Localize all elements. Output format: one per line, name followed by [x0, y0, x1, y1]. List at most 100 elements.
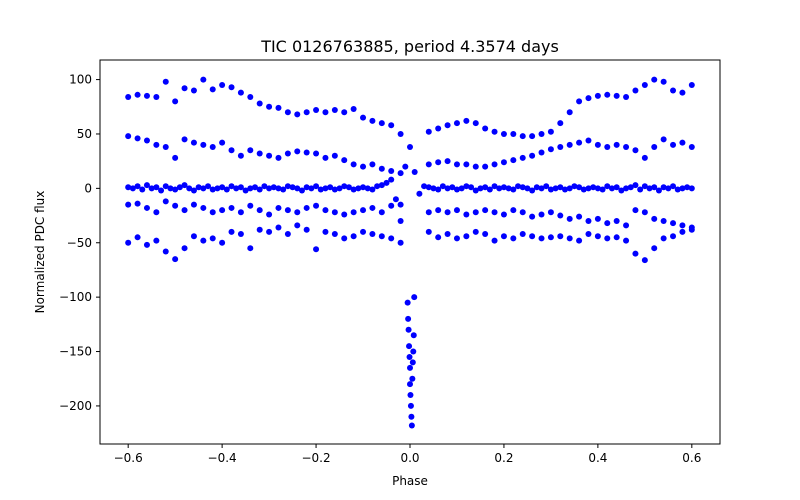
data-point: [623, 93, 630, 100]
data-point: [627, 184, 634, 191]
data-point: [247, 93, 254, 100]
data-point: [181, 245, 188, 252]
data-point: [679, 228, 686, 235]
data-point: [472, 187, 479, 194]
data-point: [538, 149, 545, 156]
data-point: [472, 228, 479, 235]
data-point: [303, 184, 310, 191]
data-point: [604, 91, 611, 98]
data-point: [500, 159, 507, 166]
data-point: [482, 125, 489, 132]
data-point: [341, 211, 348, 218]
data-point: [670, 183, 677, 190]
data-point: [181, 207, 188, 214]
data-point: [529, 152, 536, 159]
data-point: [670, 220, 677, 227]
x-tick-label: 0.6: [682, 451, 701, 465]
data-point: [406, 343, 413, 350]
data-point: [590, 184, 597, 191]
y-tick-label: 50: [77, 127, 92, 141]
data-point: [143, 92, 150, 99]
data-point: [378, 165, 385, 172]
data-point: [463, 211, 470, 218]
data-point: [566, 109, 573, 116]
data-point: [646, 185, 653, 192]
data-point: [491, 237, 498, 244]
data-point: [294, 185, 301, 192]
data-point: [397, 201, 404, 208]
data-point: [688, 226, 695, 233]
data-point: [585, 137, 592, 144]
data-point: [604, 183, 611, 190]
data-point: [472, 163, 479, 170]
data-point: [237, 152, 244, 159]
data-point: [543, 183, 550, 190]
data-point: [397, 239, 404, 246]
data-point: [237, 184, 244, 191]
data-point: [256, 150, 263, 157]
data-point: [576, 139, 583, 146]
data-point: [604, 144, 611, 151]
data-point: [410, 348, 417, 355]
data-point: [576, 184, 583, 191]
data-point: [585, 231, 592, 238]
data-point: [425, 128, 432, 135]
x-tick-label: 0.0: [400, 451, 419, 465]
data-point: [294, 209, 301, 216]
data-point: [515, 183, 522, 190]
data-point: [331, 107, 338, 114]
data-point: [256, 207, 263, 214]
data-point: [350, 161, 357, 168]
data-point: [266, 228, 273, 235]
data-point: [360, 184, 367, 191]
data-point: [529, 213, 536, 220]
data-point: [223, 186, 230, 193]
data-point: [425, 161, 432, 168]
data-point: [200, 204, 207, 211]
data-point: [482, 231, 489, 238]
data-point: [374, 183, 381, 190]
data-point: [444, 185, 451, 192]
data-point: [350, 209, 357, 216]
x-tick-label: 0.2: [494, 451, 513, 465]
data-point: [313, 107, 320, 114]
data-point: [228, 228, 235, 235]
data-point: [392, 196, 399, 203]
data-point: [585, 185, 592, 192]
data-point: [360, 207, 367, 214]
data-point: [214, 185, 221, 192]
data-point: [670, 233, 677, 240]
data-point: [623, 237, 630, 244]
data-point: [200, 76, 207, 83]
data-point: [284, 207, 291, 214]
data-point: [341, 109, 348, 116]
data-point: [247, 202, 254, 209]
data-point: [688, 82, 695, 89]
x-tick-label: −0.6: [114, 451, 143, 465]
data-point: [660, 218, 667, 224]
data-point: [134, 183, 141, 190]
data-point: [623, 185, 630, 192]
data-point: [449, 184, 456, 191]
data-point: [153, 93, 160, 100]
data-point: [491, 209, 498, 216]
data-point: [566, 215, 573, 222]
data-point: [228, 147, 235, 154]
data-point: [453, 120, 460, 127]
data-point: [529, 233, 536, 240]
data-point: [237, 231, 244, 238]
data-point: [186, 185, 193, 192]
data-point: [533, 184, 540, 191]
data-point: [510, 235, 517, 242]
data-point: [641, 82, 648, 89]
data-point: [345, 184, 352, 191]
data-point: [670, 141, 677, 148]
data-point: [453, 186, 460, 193]
data-point: [275, 154, 282, 161]
data-point: [378, 233, 385, 240]
data-point: [190, 87, 197, 94]
data-point: [275, 185, 282, 192]
data-point: [313, 202, 320, 209]
data-point: [162, 144, 169, 151]
y-axis-ticks: 100 50 0 −50 −100 −150 −200: [59, 73, 100, 413]
